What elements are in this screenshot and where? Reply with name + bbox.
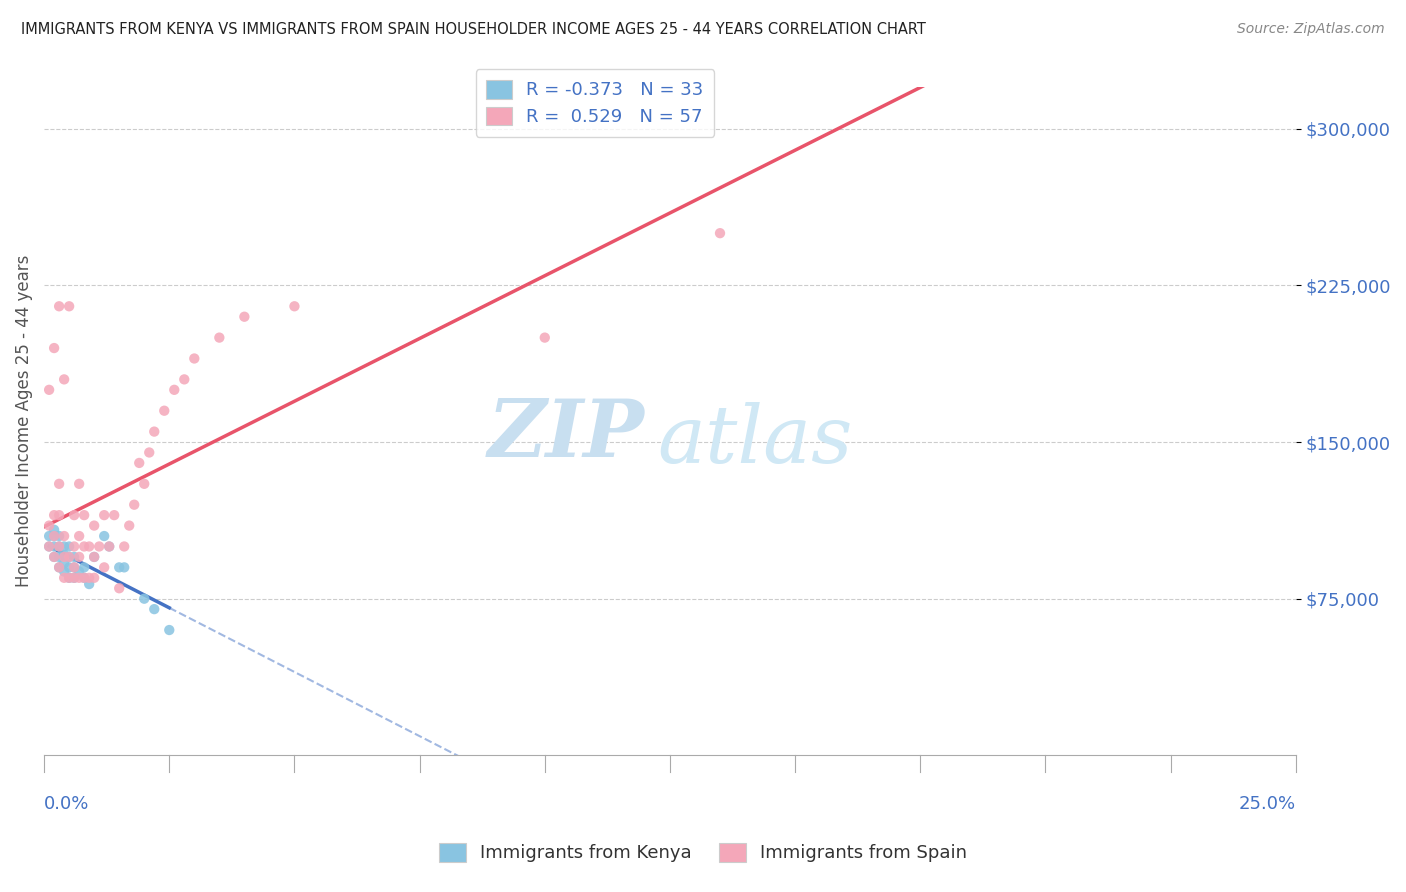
Point	[63, 571, 86, 585]
Point	[48, 540, 70, 554]
Text: 25.0%: 25.0%	[1239, 796, 1296, 814]
Point	[283, 299, 305, 313]
Point	[138, 445, 160, 459]
Point	[112, 540, 135, 554]
Point	[48, 560, 70, 574]
Point	[42, 540, 65, 554]
Point	[42, 529, 65, 543]
Point	[73, 571, 96, 585]
Point	[77, 577, 100, 591]
Point	[134, 476, 156, 491]
Point	[153, 403, 176, 417]
Point	[38, 383, 60, 397]
Legend: Immigrants from Kenya, Immigrants from Spain: Immigrants from Kenya, Immigrants from S…	[432, 836, 974, 870]
Point	[73, 560, 96, 574]
Point	[83, 549, 105, 564]
Point	[38, 540, 60, 554]
Point	[53, 540, 76, 554]
Point	[63, 540, 86, 554]
Point	[48, 529, 70, 543]
Point	[183, 351, 205, 366]
Point	[67, 571, 90, 585]
Point	[42, 549, 65, 564]
Point	[48, 476, 70, 491]
Point	[42, 341, 65, 355]
Point	[63, 549, 86, 564]
Point	[108, 581, 131, 595]
Point	[53, 565, 76, 579]
Point	[533, 330, 555, 344]
Point	[93, 560, 115, 574]
Point	[112, 560, 135, 574]
Point	[83, 518, 105, 533]
Point	[163, 383, 186, 397]
Point	[118, 518, 141, 533]
Point	[108, 560, 131, 574]
Point	[48, 560, 70, 574]
Point	[48, 549, 70, 564]
Point	[48, 508, 70, 523]
Point	[143, 602, 166, 616]
Point	[93, 529, 115, 543]
Text: IMMIGRANTS FROM KENYA VS IMMIGRANTS FROM SPAIN HOUSEHOLDER INCOME AGES 25 - 44 Y: IMMIGRANTS FROM KENYA VS IMMIGRANTS FROM…	[21, 22, 927, 37]
Point	[58, 540, 80, 554]
Point	[157, 623, 180, 637]
Point	[83, 571, 105, 585]
Point	[67, 565, 90, 579]
Point	[42, 523, 65, 537]
Point	[89, 540, 111, 554]
Point	[58, 571, 80, 585]
Legend: R = -0.373   N = 33, R =  0.529   N = 57: R = -0.373 N = 33, R = 0.529 N = 57	[475, 70, 714, 136]
Point	[38, 540, 60, 554]
Point	[53, 571, 76, 585]
Point	[98, 540, 121, 554]
Text: ZIP: ZIP	[488, 396, 645, 474]
Point	[58, 560, 80, 574]
Point	[63, 508, 86, 523]
Point	[93, 508, 115, 523]
Point	[53, 529, 76, 543]
Point	[63, 560, 86, 574]
Point	[73, 571, 96, 585]
Point	[67, 529, 90, 543]
Point	[67, 549, 90, 564]
Point	[53, 549, 76, 564]
Point	[98, 540, 121, 554]
Point	[73, 508, 96, 523]
Point	[73, 540, 96, 554]
Point	[53, 548, 76, 562]
Point	[58, 571, 80, 585]
Point	[103, 508, 125, 523]
Point	[38, 529, 60, 543]
Text: atlas: atlas	[658, 402, 853, 480]
Y-axis label: Householder Income Ages 25 - 44 years: Householder Income Ages 25 - 44 years	[15, 255, 32, 587]
Point	[63, 560, 86, 574]
Point	[42, 549, 65, 564]
Point	[122, 498, 145, 512]
Point	[38, 518, 60, 533]
Point	[58, 549, 80, 564]
Point	[173, 372, 195, 386]
Point	[63, 571, 86, 585]
Point	[48, 540, 70, 554]
Point	[83, 549, 105, 564]
Point	[67, 476, 90, 491]
Point	[208, 330, 231, 344]
Point	[58, 299, 80, 313]
Point	[53, 556, 76, 570]
Point	[48, 299, 70, 313]
Text: 0.0%: 0.0%	[44, 796, 90, 814]
Point	[42, 529, 65, 543]
Point	[53, 372, 76, 386]
Point	[233, 310, 256, 324]
Text: Source: ZipAtlas.com: Source: ZipAtlas.com	[1237, 22, 1385, 37]
Point	[77, 540, 100, 554]
Point	[128, 456, 150, 470]
Point	[709, 226, 731, 240]
Point	[42, 508, 65, 523]
Point	[77, 571, 100, 585]
Point	[143, 425, 166, 439]
Point	[58, 549, 80, 564]
Point	[134, 591, 156, 606]
